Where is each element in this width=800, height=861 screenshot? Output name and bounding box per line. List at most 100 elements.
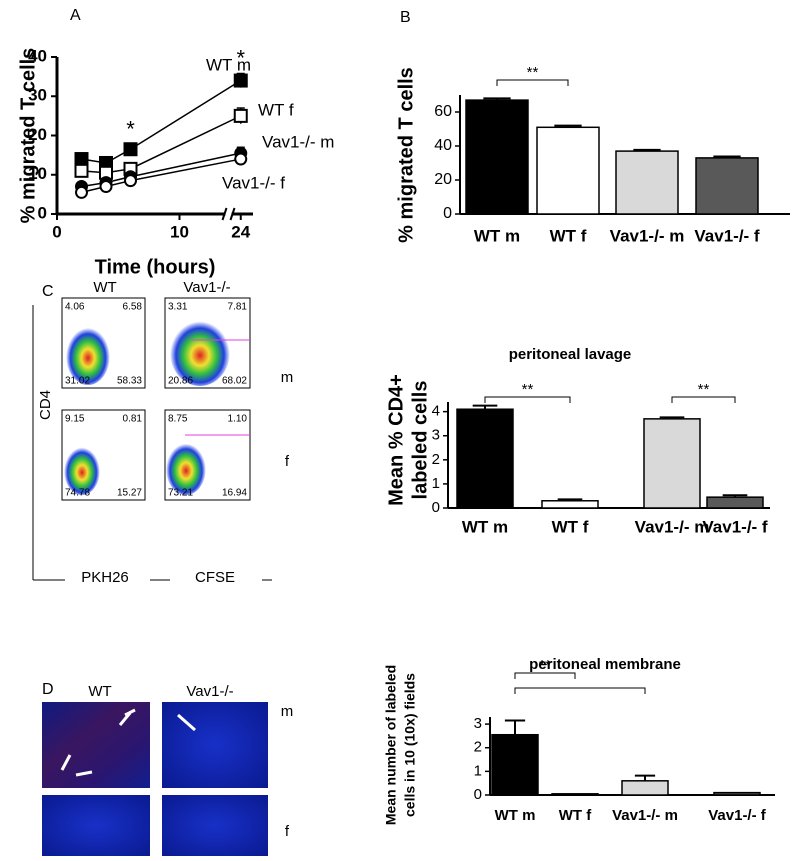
quadrant-value: 68.02 [222,376,247,387]
bar [536,126,600,215]
column-label: WT [88,683,111,700]
bar [551,793,599,796]
x-tick-label: WT m [495,807,536,824]
axis-label: CFSE [195,569,235,586]
bar [615,150,679,215]
marker [234,152,248,166]
quadrant-value: 3.31 [168,302,188,313]
density [166,441,206,495]
marker [74,163,89,178]
marker [233,73,248,88]
x-tick-label: Vav1-/- m [635,517,710,536]
row-label: m [281,703,294,720]
micrograph [162,795,268,856]
y-tick-label: 20 [434,171,452,188]
quadrant-value: 1.10 [228,414,248,425]
y-tick-label: 1 [432,475,440,492]
axis-label: PKH26 [81,569,129,586]
micrograph [162,702,268,788]
quadrant-value: 6.58 [123,302,143,313]
y-tick-label: 2 [432,451,440,468]
y-tick-label: 2 [474,739,482,756]
significance-label: ** [539,657,551,674]
x-tick-label: WT f [552,517,589,536]
density [64,445,100,495]
micrograph [42,702,150,788]
arrow [75,770,93,777]
chart-title: peritoneal membrane [529,656,681,673]
quadrant-value: 73.21 [168,488,193,499]
x-tick-label: Vav1-/- m [612,807,678,824]
marker [124,174,137,188]
axis-break-gap [225,210,232,218]
quadrant-value: 7.81 [228,302,248,313]
y-tick-label: 30 [28,86,47,105]
series-label: WT f [258,100,294,119]
y-tick-label: 0 [443,205,452,222]
bar [643,418,701,509]
y-tick-label: 0 [474,786,482,803]
bar [713,791,761,796]
bar [621,780,669,796]
flow-plots [61,297,251,501]
axis-break [221,207,228,221]
row-label: f [285,823,290,840]
arrows [60,708,196,777]
quadrant-value: 0.81 [123,414,143,425]
y-tick-label: 3 [474,715,482,732]
quadrant-value: 31.02 [65,376,90,387]
significance-bracket [484,396,571,403]
panel-label: D [42,681,54,698]
density [66,325,110,385]
significance-label: ** [527,64,539,81]
y-tick-label: 60 [434,103,452,120]
quadrant-value: 4.06 [65,302,85,313]
y-tick-label: 40 [434,137,452,154]
quadrant-value: 58.33 [117,376,142,387]
marker [233,108,248,123]
y-tick-label: 10 [28,164,47,183]
quadrant-value: 8.75 [168,414,188,425]
annotation: * [236,45,245,70]
y-tick-label: 20 [28,125,47,144]
y-tick-label: 0 [432,499,440,516]
bar [695,157,759,215]
bar [706,496,764,509]
column-label: Vav1-/- [183,279,230,296]
bar [491,733,539,796]
bar [541,500,599,509]
y-tick-label: 1 [474,762,482,779]
y-axis-label: Mean number of labeled [383,665,399,825]
series-line [81,115,242,174]
x-tick-label: Vav1-/- f [702,517,768,536]
x-tick-label: Vav1-/- m [610,226,685,245]
significance-label: ** [522,381,534,398]
panel-label: B [400,9,411,26]
series-line [81,158,241,194]
quadrant-value: 16.94 [222,488,247,499]
annotation: * [126,116,135,141]
x-tick-label: WT m [474,226,520,245]
marker [74,152,89,167]
x-tick-label: WT f [550,226,587,245]
y-tick-label: 4 [432,403,440,420]
y-axis-label: labeled cells [409,381,431,500]
significance-bracket [514,672,576,679]
row-label: f [285,453,290,470]
y-tick-label: 3 [432,427,440,444]
arrow [124,708,136,717]
column-label: WT [93,279,116,296]
y-tick-label: 0 [38,203,47,222]
axis-label: CD4 [37,390,54,420]
series-label: Vav1-/- f [222,173,285,192]
arrow [118,712,132,726]
significance-bracket [496,79,569,86]
x-tick-label: Vav1-/- f [694,226,760,245]
significance-bracket [514,687,646,694]
marker [123,142,138,157]
y-axis-label: cells in 10 (10x) fields [402,673,418,817]
bar [465,99,529,215]
x-tick-label: 0 [52,222,61,241]
